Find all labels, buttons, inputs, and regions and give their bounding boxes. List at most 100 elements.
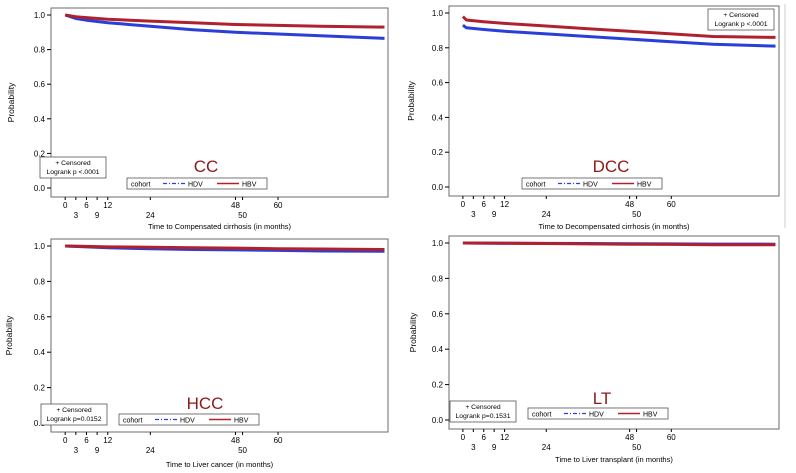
x-tick-label: 24 bbox=[146, 446, 155, 455]
legend-entry: HBV bbox=[643, 412, 658, 419]
x-tick-label: 60 bbox=[667, 433, 676, 442]
legend-entry: HBV bbox=[234, 418, 249, 425]
y-tick-label: 0.6 bbox=[34, 313, 46, 322]
y-tick-label: 0.8 bbox=[34, 277, 46, 286]
x-axis-label: Time to Liver transplant (in months) bbox=[555, 455, 673, 464]
series-line-hbv bbox=[461, 15, 776, 39]
plot-frame bbox=[50, 238, 389, 433]
x-tick-label: 60 bbox=[274, 436, 283, 445]
y-tick-label: 1.0 bbox=[432, 239, 444, 248]
x-tick-label: 9 bbox=[95, 211, 100, 220]
series-line-hbv bbox=[65, 244, 385, 251]
x-tick-label: 50 bbox=[632, 443, 641, 452]
x-tick-label: 9 bbox=[492, 210, 497, 219]
legend-entry: HBV bbox=[637, 182, 652, 189]
y-tick-label: 0.0 bbox=[432, 183, 444, 192]
legend-entry: HDV bbox=[583, 182, 598, 189]
legend-title: cohort bbox=[131, 182, 151, 189]
x-tick-label: 48 bbox=[231, 436, 240, 445]
legend-title: cohort bbox=[526, 182, 546, 189]
x-tick-label: 50 bbox=[238, 211, 247, 220]
y-tick-label: 0.0 bbox=[34, 184, 46, 193]
x-tick-label: 60 bbox=[667, 200, 676, 209]
y-axis-label: Probability bbox=[408, 312, 418, 352]
y-tick-label: 1.0 bbox=[432, 9, 444, 18]
y-tick-label: 1.0 bbox=[34, 242, 46, 251]
legend: cohort HDV HBV bbox=[118, 413, 260, 426]
logrank-label: Logrank p=0.0152 bbox=[47, 416, 102, 423]
logrank-label: Logrank p <.0001 bbox=[46, 169, 99, 176]
panel-title: CC bbox=[194, 157, 219, 176]
series-line-hdv bbox=[462, 23, 776, 48]
x-tick-label: 6 bbox=[482, 200, 487, 209]
x-tick-label: 9 bbox=[95, 446, 100, 455]
x-tick-label: 0 bbox=[461, 200, 466, 209]
x-axis-label: Time to Decompensated cirrhosis (in mont… bbox=[538, 222, 690, 231]
y-tick-label: 0.2 bbox=[34, 149, 46, 158]
legend-entry: HDV bbox=[589, 412, 604, 419]
y-tick-label: 0.2 bbox=[432, 381, 444, 390]
y-axis-label: Probability bbox=[4, 315, 14, 355]
y-tick-label: 0.0 bbox=[34, 419, 46, 428]
x-tick-label: 60 bbox=[274, 201, 283, 210]
x-tick-label: 12 bbox=[103, 201, 112, 210]
x-tick-label: 6 bbox=[84, 201, 89, 210]
x-tick-label: 3 bbox=[471, 210, 476, 219]
logrank-label: Logrank p=0.1531 bbox=[456, 413, 511, 420]
x-tick-label: 12 bbox=[500, 433, 509, 442]
y-tick-label: 0.4 bbox=[432, 345, 444, 354]
legend-title: cohort bbox=[123, 418, 143, 425]
series-line-hbv bbox=[462, 241, 776, 247]
x-tick-label: 50 bbox=[238, 446, 247, 455]
x-tick-label: 24 bbox=[542, 210, 551, 219]
y-tick-label: 0.4 bbox=[34, 348, 46, 357]
legend-entry: HDV bbox=[180, 418, 195, 425]
x-tick-label: 3 bbox=[74, 211, 79, 220]
x-axis-label: Time to Liver cancer (in months) bbox=[166, 460, 274, 469]
x-tick-label: 12 bbox=[500, 200, 509, 209]
y-axis-label: Probability bbox=[6, 82, 16, 122]
x-tick-label: 24 bbox=[146, 211, 155, 220]
x-tick-label: 24 bbox=[542, 443, 551, 452]
censored-box bbox=[449, 400, 517, 423]
plot-frame bbox=[448, 5, 780, 197]
y-tick-label: 0.8 bbox=[432, 44, 444, 53]
x-tick-label: 0 bbox=[63, 201, 68, 210]
y-tick-label: 0.4 bbox=[432, 113, 444, 122]
y-axis-label: Probability bbox=[406, 80, 416, 120]
y-tick-label: 0.6 bbox=[432, 79, 444, 88]
x-tick-label: 3 bbox=[471, 443, 476, 452]
censored-label: + Censored bbox=[723, 12, 759, 19]
legend-entry: HDV bbox=[188, 182, 203, 189]
x-axis-label: Time to Compensated cirrhosis (in months… bbox=[148, 222, 292, 231]
y-tick-label: 1.0 bbox=[34, 11, 46, 20]
plot-frame bbox=[50, 7, 389, 198]
x-tick-label: 48 bbox=[625, 200, 634, 209]
legend-title: cohort bbox=[532, 412, 552, 419]
x-tick-label: 50 bbox=[632, 210, 641, 219]
y-tick-label: 0.8 bbox=[34, 46, 46, 55]
legend: cohort HDV HBV bbox=[521, 177, 663, 190]
censored-label: + Censored bbox=[465, 404, 501, 411]
series-line-hbv bbox=[64, 13, 385, 29]
censored-box bbox=[39, 156, 107, 179]
x-tick-label: 6 bbox=[84, 436, 89, 445]
x-tick-label: 48 bbox=[625, 433, 634, 442]
legend-box bbox=[527, 407, 669, 420]
y-tick-label: 0.2 bbox=[34, 384, 46, 393]
censored-label: + Censored bbox=[55, 160, 91, 167]
panel-title: DCC bbox=[593, 157, 630, 176]
legend-box bbox=[521, 177, 663, 190]
x-tick-label: 6 bbox=[482, 433, 487, 442]
censored-box bbox=[40, 403, 108, 426]
y-tick-label: 0.8 bbox=[432, 274, 444, 283]
x-tick-label: 9 bbox=[492, 443, 497, 452]
series-line-hdv bbox=[64, 13, 385, 40]
legend-entry: HBV bbox=[242, 182, 257, 189]
km-panel-dcc: 0.0 0.2 0.4 0.6 0.8 1.0 0 6 12 48 60 3 9 24 50 Time to … bbox=[406, 5, 780, 231]
panel-title: HCC bbox=[187, 394, 224, 413]
y-tick-label: 0.4 bbox=[34, 115, 46, 124]
x-tick-label: 48 bbox=[231, 201, 240, 210]
x-tick-label: 3 bbox=[74, 446, 79, 455]
